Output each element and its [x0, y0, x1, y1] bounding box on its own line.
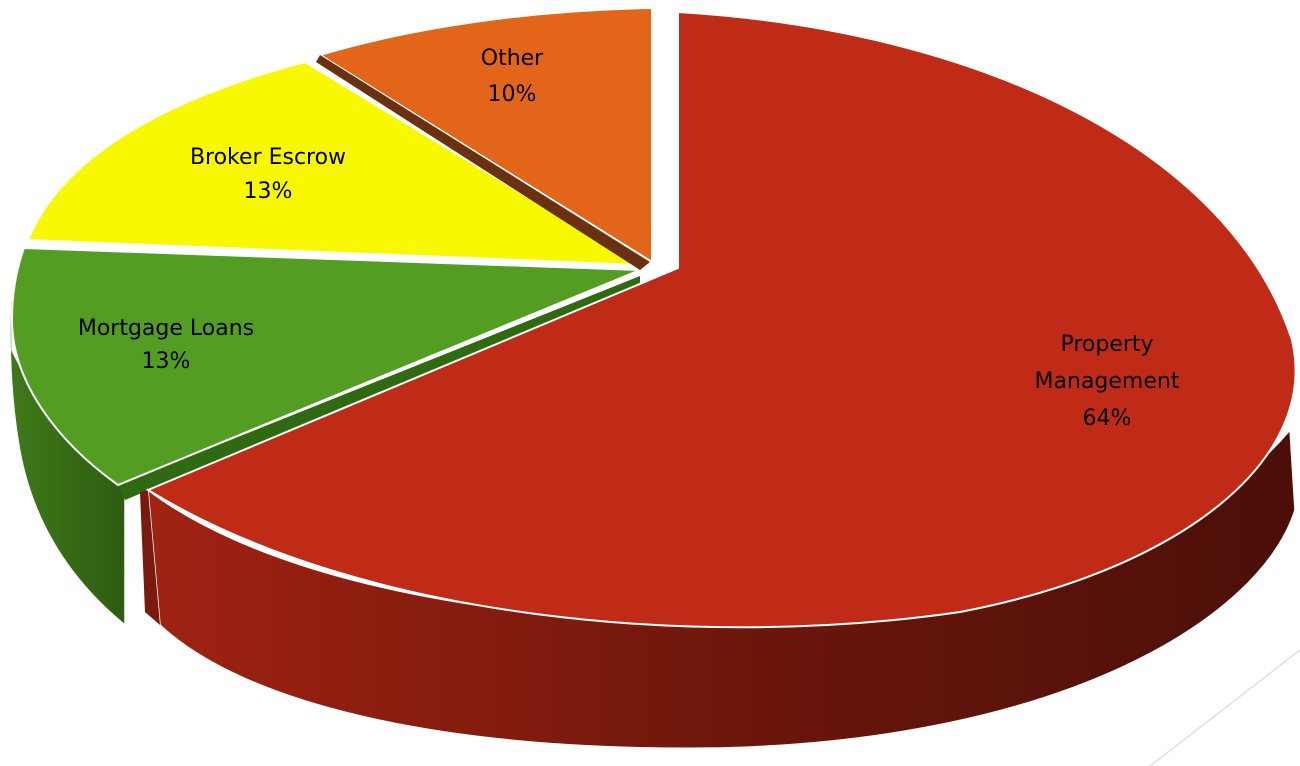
label-broker-escrow-name: Broker Escrow — [190, 145, 346, 170]
slice-property-management — [145, 10, 1297, 629]
label-property-management-value: 64% — [1083, 406, 1132, 431]
label-property-management-line1: Property — [1060, 332, 1153, 357]
data-labels: Property Management 64% Mortgage Loans 1… — [78, 46, 1180, 431]
label-other-name: Other — [481, 46, 544, 71]
pie-side-walls — [9, 269, 1296, 749]
slice-mortgage-loans — [10, 246, 641, 487]
label-other-value: 10% — [488, 82, 537, 107]
label-property-management-line2: Management — [1035, 369, 1180, 394]
decorative-line — [1149, 649, 1300, 766]
label-mortgage-loans-value: 13% — [142, 349, 191, 374]
pie-slices — [10, 6, 1297, 629]
slice-cut-other — [316, 55, 650, 270]
slice-broker-escrow — [26, 60, 641, 266]
slice-cut-mortgage-loans — [118, 276, 640, 500]
label-mortgage-loans-name: Mortgage Loans — [78, 316, 254, 341]
slice-other — [317, 6, 653, 264]
slice-cut-property-management — [140, 490, 160, 625]
label-broker-escrow-value: 13% — [244, 179, 293, 204]
